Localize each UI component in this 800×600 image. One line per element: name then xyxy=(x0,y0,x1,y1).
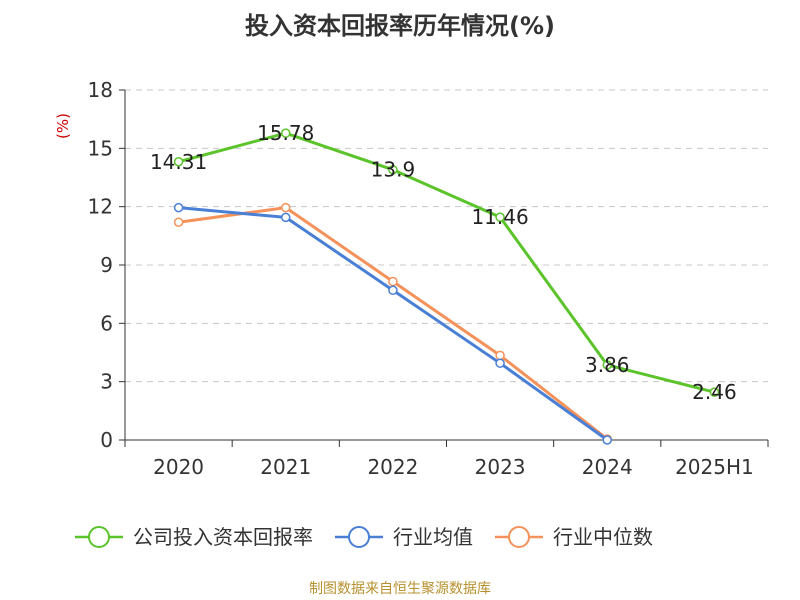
axes: 0 3 6 9 12 15 18 2020 2021 2022 2023 2024 2025H1 xyxy=(88,78,769,479)
series-layer xyxy=(173,128,720,445)
data-point xyxy=(173,217,184,227)
data-label: 13.9 xyxy=(371,158,416,182)
chart-title: 投入资本回报率历年情况(%) xyxy=(245,12,555,40)
x-tick-label: 2023 xyxy=(475,455,526,479)
y-tick-label: 18 xyxy=(88,78,113,102)
legend-label: 行业中位数 xyxy=(553,525,653,549)
series-line xyxy=(178,131,715,394)
data-point xyxy=(173,202,184,213)
data-point xyxy=(281,128,291,138)
legend-marker xyxy=(348,526,370,548)
data-point xyxy=(709,387,720,397)
x-tick-label: 2025H1 xyxy=(675,455,754,479)
data-point xyxy=(495,212,505,222)
legend-label: 公司投入资本回报率 xyxy=(133,525,313,549)
y-tick-label: 12 xyxy=(88,195,113,219)
grid-lines xyxy=(125,89,768,383)
data-point xyxy=(173,157,184,167)
data-point xyxy=(281,212,291,223)
y-tick-label: 3 xyxy=(100,370,113,394)
data-labels: 14.31 15.78 13.9 11.46 3.86 2.46 xyxy=(150,121,737,404)
legend-item[interactable]: 行业中位数 xyxy=(495,525,653,549)
source-footer: 制图数据来自恒生聚源数据库 xyxy=(309,581,491,597)
legend-marker xyxy=(88,526,110,548)
data-label: 3.86 xyxy=(585,353,630,377)
data-label: 15.78 xyxy=(257,121,314,145)
legend-item[interactable]: 公司投入资本回报率 xyxy=(75,525,313,549)
data-label: 11.46 xyxy=(471,205,528,229)
y-tick-label: 9 xyxy=(100,253,113,277)
data-point xyxy=(388,285,398,296)
legend[interactable]: 公司投入资本回报率 行业均值 行业中位数 xyxy=(75,525,653,549)
y-tick-label: 15 xyxy=(88,136,113,160)
data-point xyxy=(495,350,505,361)
x-tick-label: 2020 xyxy=(153,455,204,479)
data-point xyxy=(602,435,612,445)
data-label: 14.31 xyxy=(150,150,207,174)
y-axis-unit-label: (%) xyxy=(54,113,72,139)
y-tick-label: 0 xyxy=(100,428,113,452)
data-point xyxy=(602,360,612,370)
x-tick-label: 2021 xyxy=(260,455,311,479)
legend-item[interactable]: 行业均值 xyxy=(335,525,473,549)
legend-marker xyxy=(508,526,530,548)
legend-label: 行业均值 xyxy=(393,525,473,549)
y-tick-label: 6 xyxy=(100,311,113,335)
x-tick-label: 2022 xyxy=(367,455,418,479)
data-point xyxy=(495,358,505,368)
x-tick-label: 2024 xyxy=(582,455,633,479)
data-point xyxy=(281,202,291,213)
data-point xyxy=(388,276,398,287)
data-label: 2.46 xyxy=(692,380,737,404)
data-point xyxy=(388,164,398,175)
